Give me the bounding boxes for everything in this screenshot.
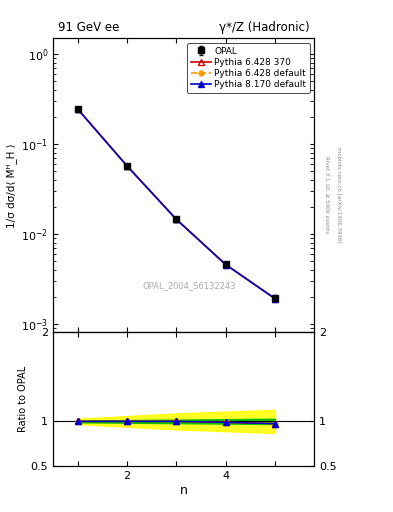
Text: γ*/Z (Hadronic): γ*/Z (Hadronic) xyxy=(219,21,309,34)
Pythia 6.428 default xyxy=(174,216,179,222)
Legend: OPAL, Pythia 6.428 370, Pythia 6.428 default, Pythia 8.170 default: OPAL, Pythia 6.428 370, Pythia 6.428 def… xyxy=(187,43,310,93)
Line: Pythia 8.170 default: Pythia 8.170 default xyxy=(74,105,278,302)
Pythia 6.428 370 xyxy=(174,216,179,222)
Line: Pythia 6.428 370: Pythia 6.428 370 xyxy=(74,105,278,302)
X-axis label: n: n xyxy=(180,483,188,497)
Pythia 6.428 default xyxy=(223,262,228,268)
Line: Pythia 6.428 default: Pythia 6.428 default xyxy=(75,106,277,301)
Pythia 8.170 default xyxy=(75,106,80,112)
Pythia 6.428 370 xyxy=(273,295,277,302)
Pythia 6.428 default xyxy=(75,106,80,112)
Pythia 6.428 default xyxy=(125,163,129,169)
Text: mcplots.cern.ch [arXiv:1306.3436]: mcplots.cern.ch [arXiv:1306.3436] xyxy=(336,147,341,242)
Pythia 8.170 default xyxy=(273,295,277,302)
Pythia 6.428 370 xyxy=(125,163,129,169)
Pythia 6.428 default xyxy=(273,295,277,302)
Pythia 6.428 370 xyxy=(223,262,228,268)
Y-axis label: 1/σ dσ/d⟨ Mᴴ_H ⟩: 1/σ dσ/d⟨ Mᴴ_H ⟩ xyxy=(6,143,17,228)
Pythia 8.170 default xyxy=(223,262,228,268)
Text: Rivet 3.1.10, ≥ 500k events: Rivet 3.1.10, ≥ 500k events xyxy=(324,156,329,233)
Text: OPAL_2004_S6132243: OPAL_2004_S6132243 xyxy=(142,281,236,290)
Y-axis label: Ratio to OPAL: Ratio to OPAL xyxy=(18,366,28,432)
Pythia 8.170 default xyxy=(125,163,129,169)
Text: 91 GeV ee: 91 GeV ee xyxy=(58,21,119,34)
Pythia 6.428 370 xyxy=(75,106,80,112)
Pythia 8.170 default xyxy=(174,216,179,222)
